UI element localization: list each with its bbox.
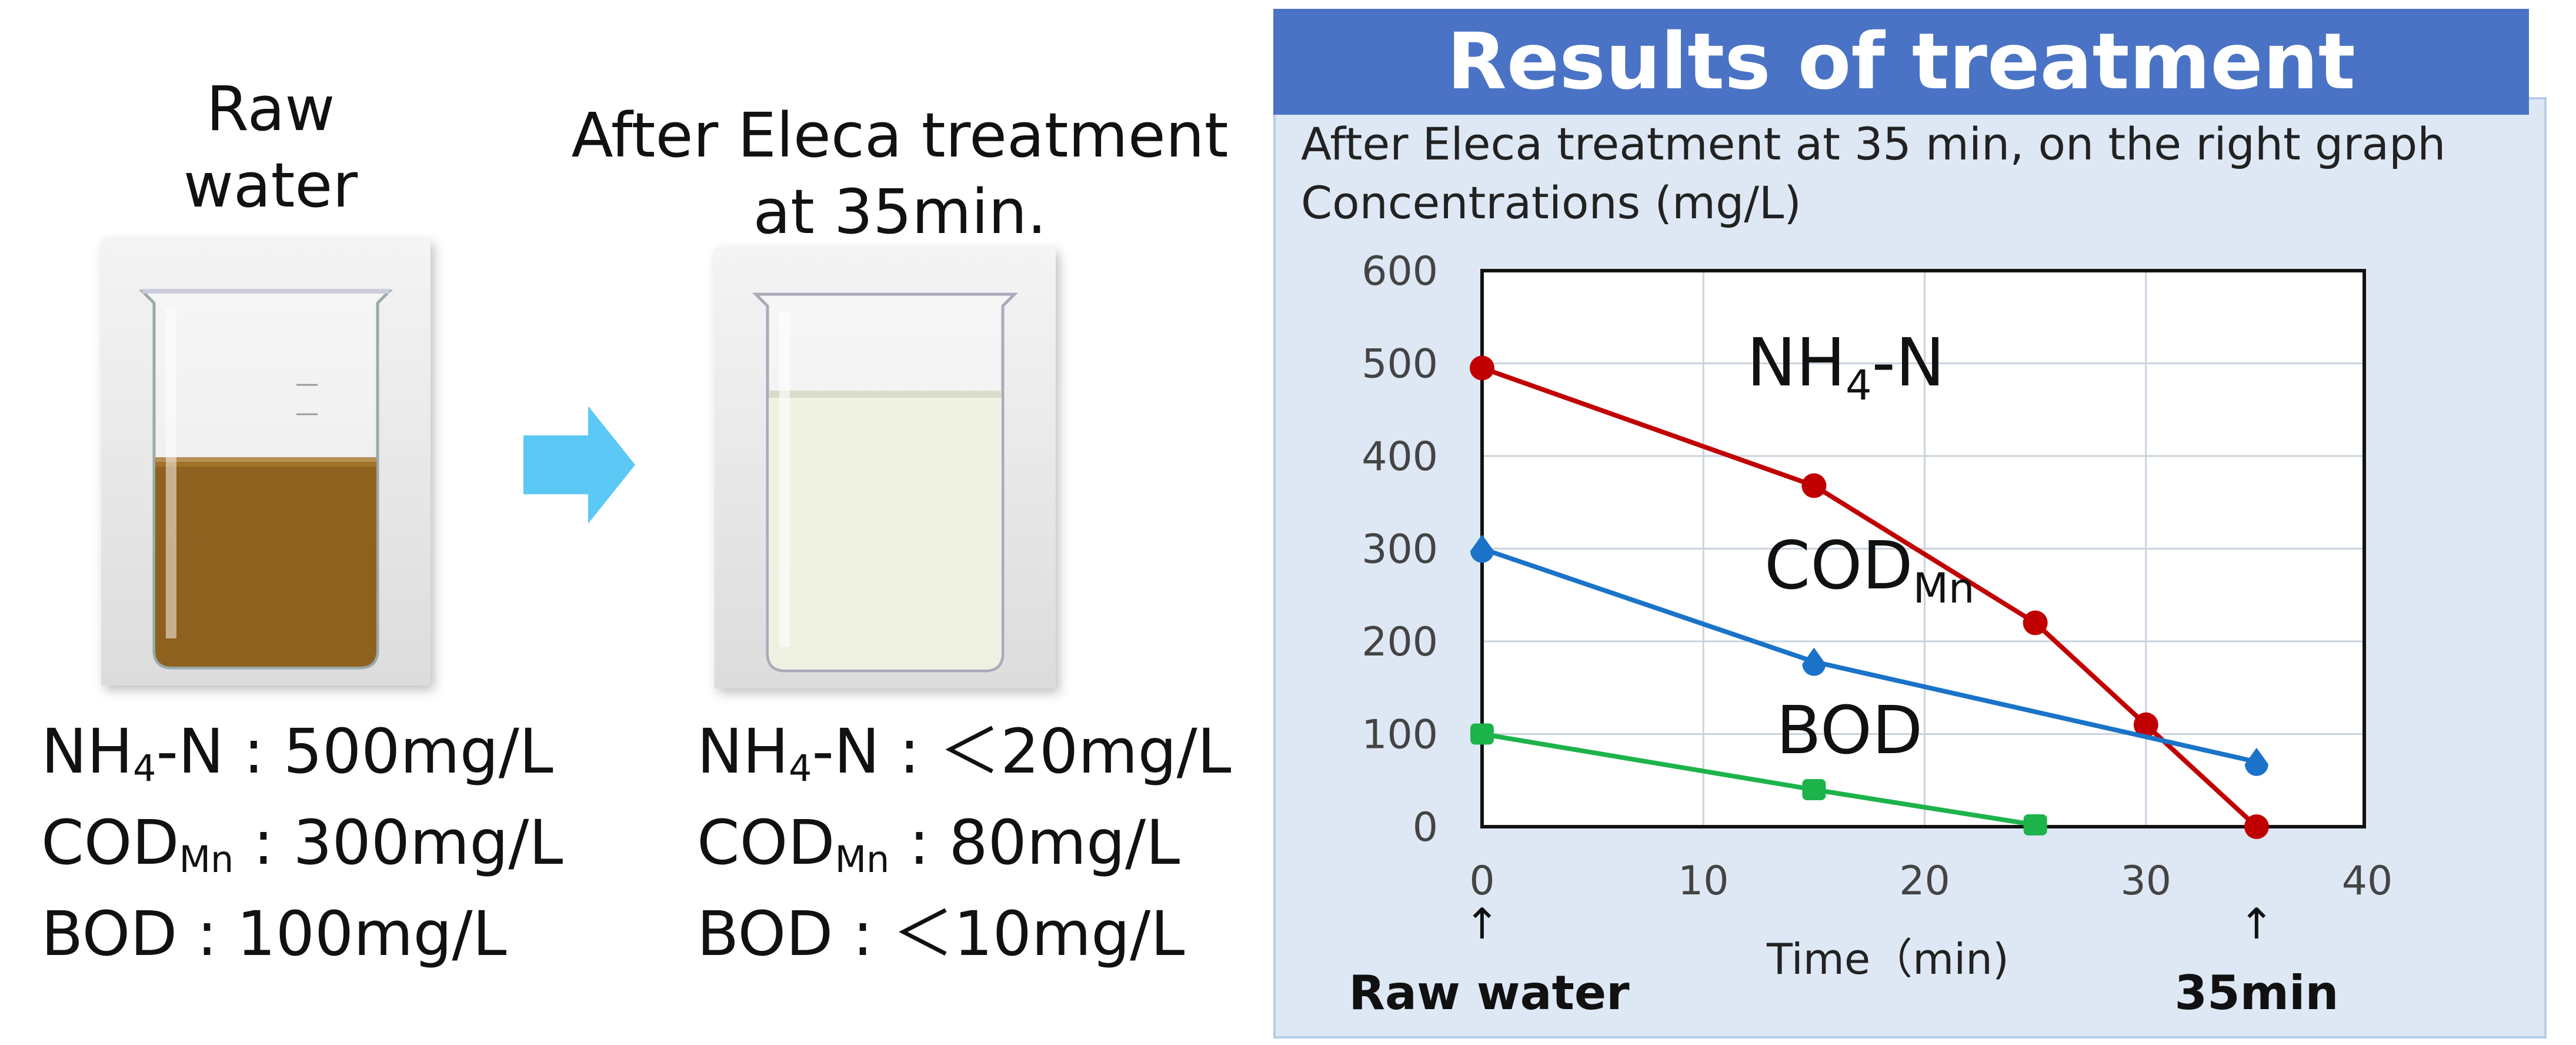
results-header: Results of treatment — [1273, 9, 2529, 115]
x-tick-label: 10 — [1678, 858, 1729, 904]
raw-beaker-illustration: — — — [138, 289, 393, 670]
y-tick-label: 100 — [1362, 712, 1438, 758]
treatment-arrow-icon — [523, 406, 635, 524]
data-point — [2133, 712, 2158, 737]
y-tick-label: 500 — [1362, 341, 1438, 388]
treated-water-title: After Eleca treatment at 35min. — [547, 97, 1253, 250]
time-markers: ↑ Raw water ↑ 35min — [1349, 899, 2338, 1020]
series-label-1: CODMn — [1764, 528, 1974, 613]
data-point — [2023, 610, 2048, 635]
marker-label: 35min — [2174, 966, 2338, 1020]
series-label-0: NH4-N — [1747, 325, 1945, 410]
raw-cod-reading: CODMn : 300mg/L — [41, 807, 563, 881]
treated-water-title-line2: at 35min. — [753, 176, 1047, 248]
chart-grid — [1481, 269, 2365, 828]
series-label-2: BOD — [1776, 693, 1923, 769]
y-tick-label: 0 — [1413, 804, 1438, 851]
svg-text:—: — — [295, 370, 319, 397]
x-tick-label: 20 — [1899, 858, 1950, 904]
x-axis-title: Time（min) — [1766, 934, 2009, 984]
panel-caption: After Eleca treatment at 35 min, on the … — [1301, 118, 2446, 170]
axis-ticks: 0 100 200 300 400 500 600 0 10 20 30 40 — [1362, 248, 2393, 904]
treated-water-beaker-photo — [715, 247, 1056, 688]
x-tick-label: 0 — [1469, 858, 1494, 904]
x-tick-label: 40 — [2342, 858, 2393, 904]
raw-water-beaker-photo: — — — [101, 238, 431, 685]
data-point — [1470, 534, 1494, 563]
data-point — [1470, 355, 1494, 381]
raw-water-title: Raw water — [94, 71, 447, 224]
y-tick-label: 300 — [1362, 527, 1438, 573]
raw-water-title-line1: Raw — [206, 73, 335, 145]
data-point — [1470, 723, 1494, 745]
marker-label: Raw water — [1349, 966, 1630, 1020]
treated-beaker-illustration — [752, 292, 1019, 673]
data-point — [2244, 814, 2269, 839]
y-tick-label: 200 — [1362, 619, 1438, 665]
y-tick-label: 600 — [1362, 248, 1438, 295]
treated-water-title-line1: After Eleca treatment — [571, 99, 1229, 171]
x-tick-label: 30 — [2120, 858, 2171, 904]
y-tick-label: 400 — [1362, 434, 1438, 480]
up-arrow-icon: ↑ — [2239, 899, 2274, 949]
data-point — [1802, 647, 1826, 676]
up-arrow-icon: ↑ — [1464, 899, 1500, 949]
svg-text:—: — — [295, 400, 319, 427]
concentration-chart: 0 100 200 300 400 500 600 0 10 20 30 40 NH4-N CODMn B… — [1349, 248, 2393, 1020]
y-axis-title: Concentrations (mg/L) — [1301, 177, 1801, 229]
raw-bod-reading: BOD : 100mg/L — [41, 898, 507, 970]
data-point — [2023, 814, 2047, 836]
treated-cod-reading: CODMn : 80mg/L — [697, 807, 1180, 881]
data-point — [1801, 473, 1827, 498]
raw-nh4-reading: NH4-N : 500mg/L — [41, 715, 553, 790]
series-labels: NH4-N CODMn BOD — [1747, 325, 1974, 769]
treated-nh4-reading: NH4-N : ＜20mg/L — [697, 715, 1232, 790]
data-point — [1802, 779, 1826, 800]
raw-water-title-line2: water — [183, 149, 358, 221]
chart-series — [1470, 355, 2269, 839]
data-point — [2244, 747, 2268, 776]
treated-bod-reading: BOD : ＜10mg/L — [697, 898, 1185, 970]
